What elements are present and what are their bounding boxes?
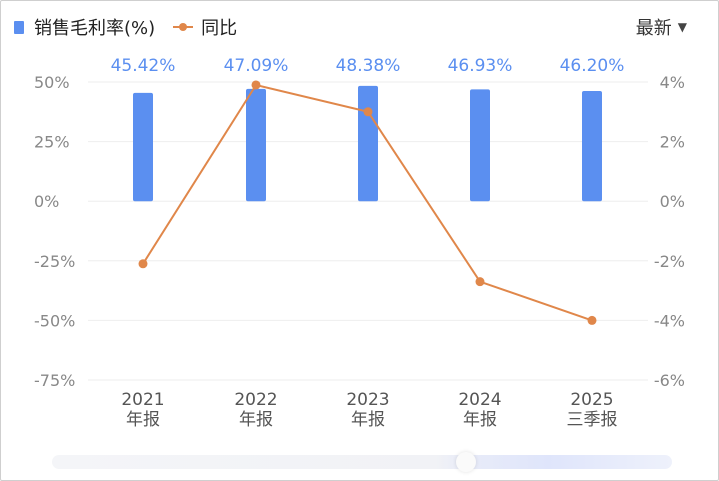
y-left-tick-label: -75% bbox=[34, 371, 75, 390]
bar bbox=[470, 89, 490, 202]
y-left-tick-label: 50% bbox=[34, 73, 70, 92]
y-left-tick-label: 0% bbox=[34, 192, 59, 211]
legend-item-yoy[interactable]: 同比 bbox=[173, 14, 237, 40]
yoy-point bbox=[363, 107, 373, 117]
bar-value-label: 47.09% bbox=[224, 56, 289, 76]
bar-value-label: 48.38% bbox=[336, 56, 401, 76]
bar-value-label: 46.93% bbox=[448, 56, 513, 76]
yoy-point bbox=[587, 315, 597, 325]
legend-margin-label: 销售毛利率(%) bbox=[34, 18, 156, 39]
legend-item-margin[interactable]: 销售毛利率(%) bbox=[14, 14, 155, 40]
y-right-tick-label: -2% bbox=[654, 252, 685, 271]
y-left-tick-label: -50% bbox=[34, 311, 75, 330]
x-category-label: 2022 bbox=[234, 390, 277, 410]
x-category-label: 2021 bbox=[121, 390, 164, 410]
bar bbox=[582, 91, 602, 202]
y-left-tick-label: 25% bbox=[34, 133, 70, 152]
legend-line-marker bbox=[173, 20, 194, 34]
x-category-label: 2023 bbox=[346, 390, 389, 410]
y-right-tick-label: 4% bbox=[660, 73, 685, 92]
yoy-point bbox=[475, 277, 485, 287]
y-right-tick-label: 2% bbox=[660, 133, 685, 152]
bar bbox=[246, 88, 266, 202]
bar bbox=[133, 92, 153, 202]
y-right-tick-label: 0% bbox=[660, 192, 685, 211]
x-category-label: 年报 bbox=[239, 410, 273, 430]
bar-value-label: 45.42% bbox=[111, 56, 176, 76]
x-category-label: 年报 bbox=[463, 410, 497, 430]
y-left-tick-label: -25% bbox=[34, 252, 75, 271]
y-right-tick-label: -4% bbox=[654, 311, 685, 330]
chart-legend: 销售毛利率(%) 同比 bbox=[14, 14, 255, 40]
x-category-label: 三季报 bbox=[567, 410, 618, 430]
y-right-tick-label: -6% bbox=[654, 371, 685, 390]
scrollbar-handle[interactable] bbox=[456, 452, 476, 472]
period-select-value: 最新 bbox=[635, 18, 672, 39]
yoy-point bbox=[251, 80, 261, 90]
period-select[interactable]: 最新 ▼ bbox=[636, 14, 687, 40]
x-category-label: 年报 bbox=[351, 410, 385, 430]
x-category-label: 2025 bbox=[570, 390, 613, 410]
chevron-down-icon: ▼ bbox=[677, 20, 687, 34]
bar-value-label: 46.20% bbox=[560, 56, 625, 76]
bar bbox=[358, 85, 378, 202]
x-category-label: 2024 bbox=[458, 390, 501, 410]
legend-bar-swatch bbox=[14, 20, 24, 34]
x-category-label: 年报 bbox=[126, 410, 160, 430]
time-range-scrollbar[interactable] bbox=[52, 452, 672, 472]
yoy-point bbox=[138, 259, 148, 269]
legend-yoy-label: 同比 bbox=[201, 18, 238, 39]
